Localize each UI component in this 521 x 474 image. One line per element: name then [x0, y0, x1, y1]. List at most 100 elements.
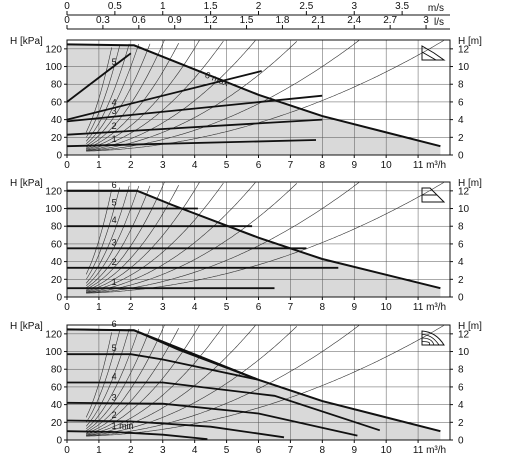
x-tick-label: 5 [224, 445, 230, 456]
y-right-tick-label: 6 [458, 382, 464, 393]
system-curve-line [86, 185, 140, 287]
constant-curve-icon-line [421, 341, 431, 346]
pump-curve-label: 4 [112, 97, 117, 107]
system-curve-line [85, 328, 130, 427]
y-right-tick-label: 8 [458, 80, 464, 91]
flow-ls-tick-label: 1.5 [240, 15, 254, 26]
velocity-unit-label: m/s [428, 3, 444, 14]
x-tick-label: 4 [192, 160, 198, 171]
y-left-tick-label: 120 [45, 186, 62, 197]
max-curve-line [66, 328, 441, 433]
x-tick-label: 1 [96, 160, 102, 171]
flow-ls-tick-label: 2.4 [347, 15, 361, 26]
x-unit-label: m³/h [426, 302, 446, 313]
pump-curve-label: 6 [112, 180, 117, 190]
max-curve-line [67, 189, 441, 290]
x-tick-label: 7 [288, 160, 294, 171]
x-tick-label: 11 [413, 445, 424, 456]
system-curve-line [86, 40, 200, 150]
system-curve-line [86, 325, 444, 437]
pump-curve-5 [66, 52, 132, 103]
x-tick-label: 7 [288, 445, 294, 456]
pump-curve-label: 5 [112, 198, 117, 208]
x-tick-label: 11 [413, 302, 424, 313]
velocity-tick-label: 2 [256, 1, 262, 12]
system-curve-line [86, 183, 298, 293]
y-left-tick-label: 40 [51, 400, 63, 411]
pump-curve-label: 4 [112, 215, 117, 225]
x-tick-label: 2 [128, 445, 134, 456]
y-left-tick-label: 120 [45, 329, 62, 340]
y-left-tick-label: 60 [51, 382, 63, 393]
flow-ls-tick-label: 0.3 [96, 15, 110, 26]
pump-curve-3 [66, 401, 358, 437]
flow-ls-tick-label: 3 [423, 15, 429, 26]
x-tick-label: 1 [96, 445, 102, 456]
y-left-axis-label: H [kPa] [10, 36, 43, 47]
x-tick-label: 2 [128, 160, 134, 171]
flow-ls-tick-label: 2.1 [311, 15, 325, 26]
y-right-tick-label: 6 [458, 239, 464, 250]
system-curve-line [85, 43, 130, 142]
y-right-axis-label: H [m] [458, 178, 482, 189]
proportional-pressure-icon-line [421, 51, 437, 61]
system-curve-line [86, 182, 200, 292]
y-right-tick-label: 4 [458, 400, 464, 411]
x-tick-label: 6 [256, 445, 262, 456]
pump-curve-label: 5 [112, 57, 117, 67]
y-right-tick-label: 12 [458, 186, 470, 197]
constant-curve-icon-line [421, 337, 435, 346]
velocity-tick-label: 3.5 [395, 1, 409, 12]
system-curve-line [86, 184, 179, 291]
x-tick-label: 0 [64, 445, 70, 456]
y-left-tick-label: 20 [51, 418, 63, 429]
velocity-tick-label: 1.5 [204, 1, 218, 12]
velocity-tick-label: 1 [160, 1, 166, 12]
pump-curve-label: 2 [112, 410, 117, 420]
y-left-tick-label: 0 [56, 293, 62, 304]
y-right-tick-label: 10 [458, 204, 470, 215]
constant-curve-icon [421, 330, 445, 346]
pump-curve-1 [66, 139, 317, 148]
x-tick-label: 5 [224, 302, 230, 313]
y-left-tick-label: 120 [45, 44, 62, 55]
y-right-tick-label: 12 [458, 44, 470, 55]
constant-curve-icon-line [421, 334, 440, 346]
x-tick-label: 6 [256, 160, 262, 171]
velocity-tick-label: 0.5 [108, 1, 122, 12]
pump-curve-5 [67, 353, 259, 381]
operating-area-shade [67, 329, 441, 440]
x-tick-label: 5 [224, 160, 230, 171]
y-left-tick-label: 60 [51, 97, 63, 108]
x-tick-label: 4 [192, 445, 198, 456]
y-right-tick-label: 8 [458, 222, 464, 233]
flow-ls-tick-label: 0 [64, 15, 70, 26]
x-tick-label: 7 [288, 302, 294, 313]
velocity-tick-label: 3 [351, 1, 357, 12]
y-right-axis-label: H [m] [458, 321, 482, 332]
pump-curve-label: 6 [112, 319, 117, 329]
y-left-tick-label: 100 [45, 62, 62, 73]
pump-curve-label: 3 [112, 106, 117, 116]
y-right-tick-label: 2 [458, 133, 464, 144]
pump-curve-4 [66, 70, 262, 121]
y-right-tick-label: 0 [458, 436, 464, 447]
y-left-tick-label: 40 [51, 115, 63, 126]
pump-curve-4 [67, 381, 381, 432]
x-tick-label: 9 [351, 160, 357, 171]
y-right-tick-label: 0 [458, 151, 464, 162]
y-left-tick-label: 0 [56, 151, 62, 162]
flow-ls-tick-label: 0.6 [132, 15, 146, 26]
y-left-tick-label: 20 [51, 133, 63, 144]
y-left-axis-label: H [kPa] [10, 178, 43, 189]
pump-curve-2 [66, 419, 285, 439]
x-tick-label: 2 [128, 302, 134, 313]
system-curve-line [86, 327, 179, 434]
x-tick-label: 1 [96, 302, 102, 313]
y-left-tick-label: 100 [45, 204, 62, 215]
system-curve-line [86, 325, 256, 436]
x-tick-label: 6 [256, 302, 262, 313]
x-tick-label: 0 [64, 160, 70, 171]
x-tick-label: 4 [192, 302, 198, 313]
